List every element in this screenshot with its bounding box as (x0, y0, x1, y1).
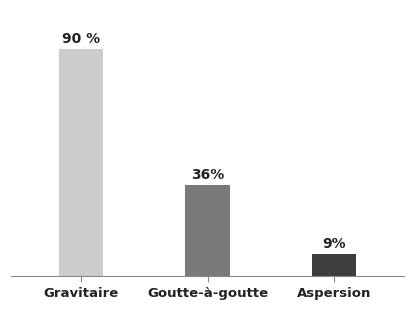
Bar (186, 185, 229, 276)
Text: 90 %: 90 % (62, 32, 100, 46)
Text: 36%: 36% (191, 169, 224, 183)
Bar (59, 49, 103, 276)
Text: 9%: 9% (322, 237, 346, 251)
Bar (312, 254, 356, 276)
